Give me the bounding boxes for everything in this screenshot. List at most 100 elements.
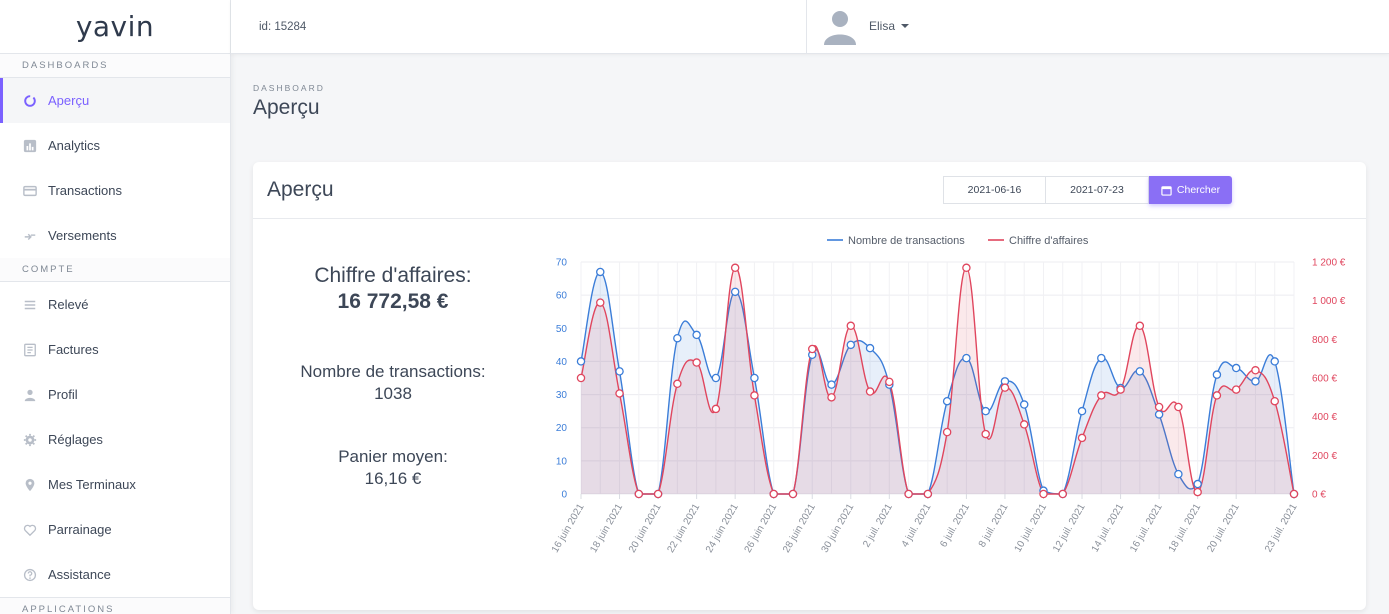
- data-point: [711, 404, 721, 414]
- data-point: [846, 321, 856, 331]
- card-header: Aperçu 2021-06-16 2021-07-23 Chercher: [253, 162, 1366, 219]
- transfer-icon: [22, 228, 38, 244]
- legend-label: Nombre de transactions: [848, 235, 965, 247]
- card-title: Aperçu: [267, 178, 334, 201]
- data-point: [750, 373, 759, 383]
- sidebar-item-versements[interactable]: Versements: [0, 213, 230, 258]
- sidebar-item-parrainage[interactable]: Parrainage: [0, 507, 230, 552]
- data-point: [1135, 321, 1145, 331]
- sidebar-item-label: Assistance: [48, 567, 111, 582]
- data-point: [1019, 420, 1029, 429]
- x-tick-label: 28 juin 2021: [781, 502, 818, 555]
- data-point: [730, 287, 740, 297]
- x-tick-label: 26 juin 2021: [743, 502, 780, 555]
- x-tick-label: 30 juin 2021: [820, 502, 857, 555]
- sidebar-item-label: Relevé: [48, 297, 89, 312]
- basket-stat: Panier moyen: 16,16 €: [253, 447, 533, 489]
- calendar-icon: [1161, 185, 1172, 196]
- date-range-picker: 2021-06-16 2021-07-23 Chercher: [943, 176, 1232, 204]
- data-point: [1154, 402, 1164, 412]
- revenue-value: 16 772,58 €: [337, 290, 449, 313]
- data-point: [885, 377, 894, 387]
- data-point: [673, 333, 682, 343]
- data-point: [1019, 400, 1029, 409]
- user-menu[interactable]: Elisa: [823, 7, 910, 45]
- x-tick-label: 16 juil. 2021: [1128, 502, 1165, 555]
- sidebar-item-label: Analytics: [48, 138, 101, 153]
- sidebar-item-apercu[interactable]: Aperçu: [0, 78, 230, 123]
- data-point: [1077, 406, 1087, 416]
- data-point: [1270, 396, 1279, 406]
- data-point: [1212, 391, 1222, 400]
- x-tick-label: 20 juin 2021: [627, 502, 664, 555]
- logo[interactable]: yavin: [0, 0, 230, 54]
- sidebar-item-label: Transactions: [48, 183, 122, 198]
- data-point: [827, 393, 836, 402]
- revenue-label: Chiffre d'affaires:: [314, 264, 472, 287]
- card-icon: [22, 183, 38, 199]
- data-point: [634, 489, 644, 499]
- page-title: Aperçu: [253, 96, 320, 119]
- y-left-tick-label: 0: [561, 490, 567, 501]
- data-point: [692, 330, 701, 340]
- data-point: [1174, 402, 1183, 412]
- x-tick-label: 22 juin 2021: [665, 502, 702, 555]
- sidebar-item-profil[interactable]: Profil: [0, 372, 230, 417]
- y-right-tick-label: 800 €: [1312, 335, 1337, 346]
- chart-svg: 0 10 20 30 40 50 60 70 0 € 200 € 400 € 600 € 800 € 1 …: [550, 235, 1346, 555]
- user-name: Elisa: [869, 19, 896, 33]
- sidebar-item-terminaux[interactable]: Mes Terminaux: [0, 462, 230, 507]
- data-point: [1097, 353, 1106, 363]
- data-point: [962, 263, 971, 273]
- date-from-input[interactable]: 2021-06-16: [943, 176, 1046, 204]
- sidebar-item-label: Profil: [48, 387, 78, 402]
- section-title-applications: APPLICATIONS: [0, 597, 230, 614]
- sidebar-item-reglages[interactable]: Réglages: [0, 417, 230, 462]
- sidebar-item-releve[interactable]: Relevé: [0, 282, 230, 327]
- series-area: [581, 267, 1294, 494]
- data-point: [962, 353, 971, 363]
- data-point: [1231, 363, 1241, 373]
- y-left-tick-label: 10: [556, 456, 568, 467]
- topbar: id: 15284 Elisa: [231, 0, 1389, 54]
- sidebar-item-analytics[interactable]: Analytics: [0, 123, 230, 168]
- data-point: [769, 489, 778, 499]
- x-tick-label: 14 juil. 2021: [1090, 502, 1127, 555]
- heart-icon: [22, 522, 38, 538]
- data-point: [615, 367, 624, 376]
- data-point: [807, 344, 817, 354]
- sidebar-item-factures[interactable]: Factures: [0, 327, 230, 372]
- map-pin-icon: [22, 477, 38, 493]
- data-point: [846, 340, 856, 350]
- data-point: [1097, 391, 1106, 400]
- search-button[interactable]: Chercher: [1149, 176, 1232, 204]
- date-to-input[interactable]: 2021-07-23: [1046, 176, 1149, 204]
- data-point: [1251, 377, 1260, 386]
- data-point: [1135, 367, 1145, 376]
- sidebar-item-label: Versements: [48, 228, 117, 243]
- help-icon: [22, 567, 38, 583]
- overview-card: Aperçu 2021-06-16 2021-07-23 Chercher Ch…: [253, 162, 1366, 610]
- avatar: [824, 11, 856, 45]
- sidebar-item-transactions[interactable]: Transactions: [0, 168, 230, 213]
- section-title-dashboards: DASHBOARDS: [0, 54, 230, 78]
- sidebar: yavin DASHBOARDS Aperçu Analytics Transa…: [0, 0, 231, 614]
- data-point: [904, 489, 913, 499]
- donut-icon: [22, 93, 38, 109]
- data-point: [1077, 433, 1087, 443]
- data-point: [1000, 383, 1010, 392]
- sidebar-item-label: Factures: [48, 342, 99, 357]
- y-right-tick-label: 1 200 €: [1312, 258, 1346, 269]
- x-tick-label: 18 juin 2021: [588, 502, 625, 555]
- list-icon: [22, 297, 38, 313]
- data-point: [653, 489, 663, 499]
- x-tick-label: 20 juil. 2021: [1205, 502, 1242, 555]
- data-point: [576, 357, 586, 366]
- basket-value: 16,16 €: [364, 469, 422, 488]
- sidebar-item-label: Réglages: [48, 432, 103, 447]
- data-point: [1039, 489, 1048, 499]
- y-left-tick-label: 20: [556, 423, 568, 434]
- sidebar-item-assistance[interactable]: Assistance: [0, 552, 230, 597]
- y-left-tick-label: 30: [556, 390, 568, 401]
- data-point: [827, 380, 836, 389]
